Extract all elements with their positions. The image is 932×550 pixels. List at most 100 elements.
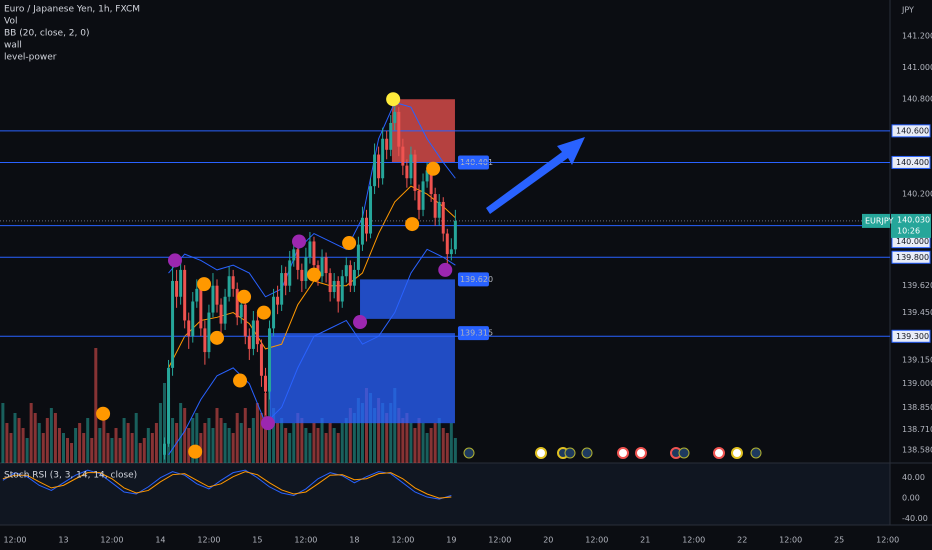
candle-body [239, 304, 243, 318]
volume-bar [134, 413, 138, 463]
countdown-label: 10:26 [897, 226, 920, 235]
volume-bar [215, 408, 219, 463]
candle-body [348, 265, 352, 286]
x-tick-label: 12:00 [197, 536, 220, 545]
candle-body [312, 241, 316, 266]
level-tag [891, 250, 931, 264]
event-icon[interactable] [617, 447, 629, 459]
event-icon[interactable] [731, 447, 743, 459]
volume-bar [251, 418, 255, 463]
candle-body [453, 220, 457, 250]
volume-bar [183, 408, 187, 463]
signal-marker [342, 236, 357, 251]
volume-bar [324, 433, 328, 463]
event-icon[interactable] [535, 447, 547, 459]
signal-marker [386, 92, 401, 107]
volume-bar [9, 433, 13, 463]
signal-marker [233, 373, 248, 388]
volume-bar [49, 408, 53, 463]
candle-body [437, 201, 441, 218]
symbol-label: EURJPY [865, 216, 893, 225]
volume-bar [405, 413, 409, 463]
event-icon[interactable] [713, 447, 725, 459]
volume-bar [219, 418, 223, 463]
candle-body [369, 186, 373, 234]
event-icon[interactable] [678, 447, 690, 459]
volume-bar [272, 408, 276, 463]
volume-bar [223, 423, 227, 463]
volume-bar [146, 428, 150, 463]
x-tick-label: 12:00 [488, 536, 511, 545]
event-icons[interactable] [463, 447, 762, 459]
candle-body [179, 269, 183, 297]
signal-marker [197, 277, 212, 292]
event-icon[interactable] [581, 447, 593, 459]
x-tick-label: 18 [349, 536, 359, 545]
volume-bar [90, 438, 94, 463]
level-label: 140.400 [896, 158, 929, 167]
symbol-tag [862, 213, 890, 228]
signal-marker [306, 267, 321, 282]
volume-bar [364, 388, 368, 463]
volume-bar [429, 428, 433, 463]
indicator-label: level-power [4, 53, 57, 63]
stoch-tick-label: 0.00 [902, 494, 920, 503]
volume-bar [53, 413, 57, 463]
signal-marker [426, 161, 441, 176]
volume-bar [304, 428, 308, 463]
candle-body [320, 257, 324, 277]
volume-bar [413, 428, 417, 463]
event-icon[interactable] [564, 447, 576, 459]
candle-body [421, 181, 425, 210]
volume-bar [138, 443, 142, 463]
y-tick-label: 138.850 [902, 403, 932, 412]
level-label: 140.600 [896, 126, 929, 135]
volume-bar [320, 418, 324, 463]
volume-bar [437, 418, 441, 463]
volume-bar [401, 418, 405, 463]
candle-body [300, 269, 304, 281]
stoch-d [2, 471, 452, 499]
event-icon[interactable] [463, 447, 475, 459]
event-icon[interactable] [750, 447, 762, 459]
candle-body [441, 201, 445, 234]
volume-bar [421, 423, 425, 463]
candle-body [223, 296, 227, 324]
signal-marker [353, 315, 368, 330]
volume-bar [191, 418, 195, 463]
candle-body [247, 336, 251, 349]
volume-bar [312, 423, 316, 463]
volume-bar [259, 413, 263, 463]
candle-body [356, 244, 360, 270]
volume-bar [207, 418, 211, 463]
indicator-label: wall [4, 41, 22, 51]
candle-body [231, 276, 235, 289]
level-tag [891, 155, 931, 169]
candle-body [425, 170, 429, 182]
volume-bar [17, 418, 21, 463]
volume-bar [352, 413, 356, 463]
level-label: 140.000 [896, 237, 929, 246]
candle-body [255, 320, 259, 345]
signal-marker [167, 253, 182, 268]
volume-bar [276, 423, 280, 463]
volume-bar [453, 438, 457, 463]
volume-bar [316, 428, 320, 463]
volume-bar [449, 423, 453, 463]
candle-body [191, 301, 195, 337]
candle-body [284, 273, 288, 286]
volume-bar [280, 418, 284, 463]
y-tick-label: 141.000 [902, 63, 932, 72]
volume-bar [70, 443, 74, 463]
x-tick-label: 19 [446, 536, 456, 545]
zone-box [269, 333, 455, 424]
volume-bar [231, 433, 235, 463]
candle-body [429, 170, 433, 195]
candle-body [393, 111, 397, 123]
stoch-tick-label: -40.00 [902, 514, 928, 523]
event-icon[interactable] [635, 447, 647, 459]
x-tick-label: 15 [252, 536, 262, 545]
candle-body [167, 367, 171, 444]
x-tick-label: 25 [834, 536, 844, 545]
